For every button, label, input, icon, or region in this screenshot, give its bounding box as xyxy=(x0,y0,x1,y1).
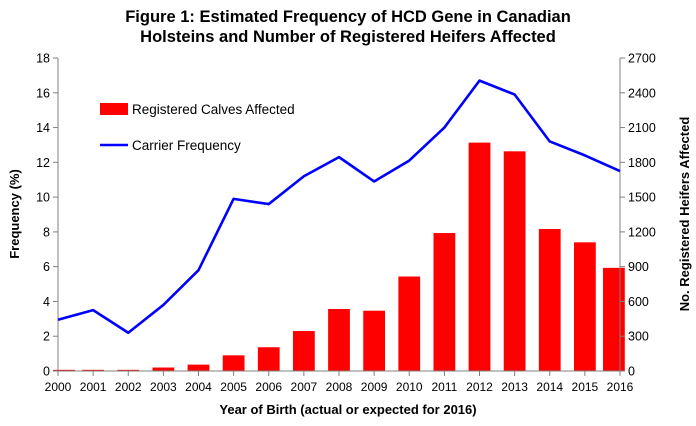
bar-2005 xyxy=(222,355,245,371)
y-left-tick-label: 8 xyxy=(43,225,50,239)
bar-2014 xyxy=(538,228,561,371)
y-left-tick-label: 18 xyxy=(36,52,50,66)
y-left-tick-label: 6 xyxy=(43,260,50,274)
y-right-tick-label: 0 xyxy=(628,365,635,379)
bar-2009 xyxy=(363,310,386,371)
y-left-tick-label: 10 xyxy=(36,191,50,205)
y-left-tick-label: 4 xyxy=(43,295,50,309)
y-right-tick-label: 1500 xyxy=(628,191,656,205)
bar-2013 xyxy=(503,151,526,371)
x-tick-label-2010: 2010 xyxy=(396,380,423,394)
y-right-tick-label: 2700 xyxy=(628,52,656,66)
x-tick-label-2004: 2004 xyxy=(185,380,212,394)
x-tick-label-2013: 2013 xyxy=(501,380,528,394)
y-right-tick-label: 600 xyxy=(628,295,649,309)
y-axis-right-label: No. Registered Heifers Affected xyxy=(677,117,692,312)
bar-2010 xyxy=(398,276,421,371)
bar-2004 xyxy=(187,364,210,371)
x-axis-label: Year of Birth (actual or expected for 20… xyxy=(219,402,476,417)
legend-label-line: Carrier Frequency xyxy=(132,138,241,153)
x-tick-label-2002: 2002 xyxy=(115,380,142,394)
x-tick-label-2011: 2011 xyxy=(431,380,457,394)
y-right-tick-label: 2400 xyxy=(628,86,656,100)
x-tick-label-2006: 2006 xyxy=(255,380,282,394)
bar-2003 xyxy=(152,367,175,371)
y-left-tick-label: 14 xyxy=(36,121,50,135)
line-carrier-frequency xyxy=(57,79,621,335)
x-tick-label-2008: 2008 xyxy=(326,380,353,394)
x-tick-label-2012: 2012 xyxy=(466,380,493,394)
x-tick-label-2003: 2003 xyxy=(150,380,177,394)
y-left-tick-label: 16 xyxy=(36,86,50,100)
y-right-tick-label: 1200 xyxy=(628,225,656,239)
x-tick-label-2009: 2009 xyxy=(361,380,388,394)
bar-2012 xyxy=(468,142,491,371)
bar-2000 xyxy=(53,369,75,371)
x-tick-label-2007: 2007 xyxy=(291,380,318,394)
x-tick-label-2000: 2000 xyxy=(45,380,72,394)
bar-2016 xyxy=(603,267,625,371)
y-left-tick-label: 0 xyxy=(43,365,50,379)
x-tick-label-2001: 2001 xyxy=(80,380,107,394)
y-right-tick-label: 900 xyxy=(628,260,649,274)
bar-2011 xyxy=(433,233,456,371)
x-tick-label-2005: 2005 xyxy=(220,380,247,394)
bar-2008 xyxy=(328,308,350,371)
x-tick-label-2015: 2015 xyxy=(572,380,599,394)
bar-2015 xyxy=(573,242,596,371)
y-left-tick-label: 2 xyxy=(43,330,50,344)
bar-2007 xyxy=(292,331,315,371)
y-left-tick-label: 12 xyxy=(36,156,50,170)
y-right-tick-label: 300 xyxy=(628,330,649,344)
chart-title: Figure 1: Estimated Frequency of HCD Gen… xyxy=(125,8,571,26)
y-right-tick-label: 1800 xyxy=(628,156,656,170)
legend-swatch-bar xyxy=(100,103,128,115)
x-tick-label-2014: 2014 xyxy=(536,380,563,394)
legend-label-bar: Registered Calves Affected xyxy=(132,102,295,117)
chart-subtitle: Holsteins and Number of Registered Heife… xyxy=(140,28,556,46)
y-axis-left-label: Frequency (%) xyxy=(7,169,22,259)
y-right-tick-label: 2100 xyxy=(628,121,656,135)
x-tick-label-2016: 2016 xyxy=(607,380,634,394)
bar-2002 xyxy=(117,369,140,371)
bar-2001 xyxy=(82,369,105,371)
bar-2006 xyxy=(257,347,280,371)
